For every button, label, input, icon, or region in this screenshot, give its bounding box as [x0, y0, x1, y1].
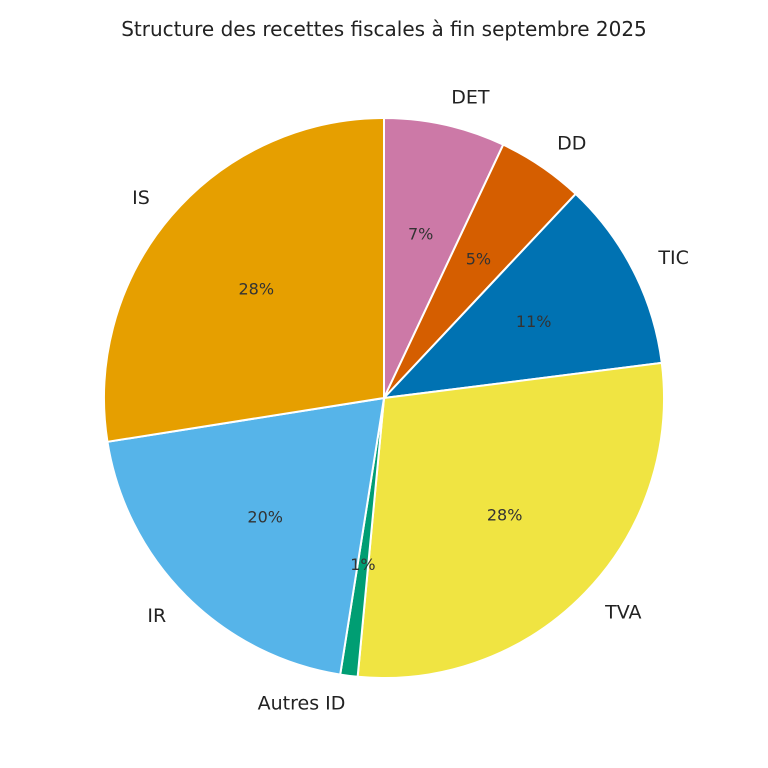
- slice-ir: [106, 397, 385, 676]
- chart-title: Structure des recettes fiscales à fin se…: [121, 17, 647, 41]
- slice-det: [383, 117, 505, 399]
- percent-label-is: 28%: [238, 279, 274, 298]
- pie-slices: [103, 117, 665, 679]
- percent-label-det: 7%: [408, 225, 433, 244]
- pie-percent-labels: 7% 5% 11% 28% 1% 20% 28%: [238, 225, 551, 575]
- percent-label-autres-id: 1%: [350, 555, 375, 574]
- category-label-tva: TVA: [604, 601, 641, 623]
- percent-label-ir: 20%: [247, 507, 283, 526]
- percent-label-tva: 28%: [487, 505, 523, 524]
- percent-label-dd: 5%: [466, 250, 491, 269]
- slice-tva: [356, 361, 665, 679]
- category-label-det: DET: [451, 86, 490, 108]
- category-label-dd: DD: [557, 132, 586, 154]
- percent-label-tic: 11%: [516, 312, 552, 331]
- category-label-ir: IR: [147, 605, 166, 627]
- category-label-is: IS: [132, 187, 150, 209]
- category-label-tic: TIC: [657, 247, 688, 269]
- category-label-autres-id: Autres ID: [258, 693, 346, 715]
- slice-is: [103, 117, 385, 443]
- pie-category-labels: DET DD TIC TVA Autres ID IR IS: [132, 86, 689, 714]
- slice-tic: [383, 192, 663, 399]
